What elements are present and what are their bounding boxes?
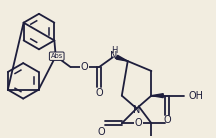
Text: O: O xyxy=(81,62,88,72)
Text: OH: OH xyxy=(189,91,204,101)
Text: O: O xyxy=(97,127,105,137)
Text: N: N xyxy=(110,51,118,61)
Text: O: O xyxy=(163,115,171,125)
Polygon shape xyxy=(151,94,163,98)
Polygon shape xyxy=(116,55,128,61)
Text: H: H xyxy=(111,46,117,55)
Text: Abs: Abs xyxy=(51,53,63,59)
Text: O: O xyxy=(95,88,103,98)
Text: O: O xyxy=(135,118,142,128)
Text: N: N xyxy=(133,105,140,116)
